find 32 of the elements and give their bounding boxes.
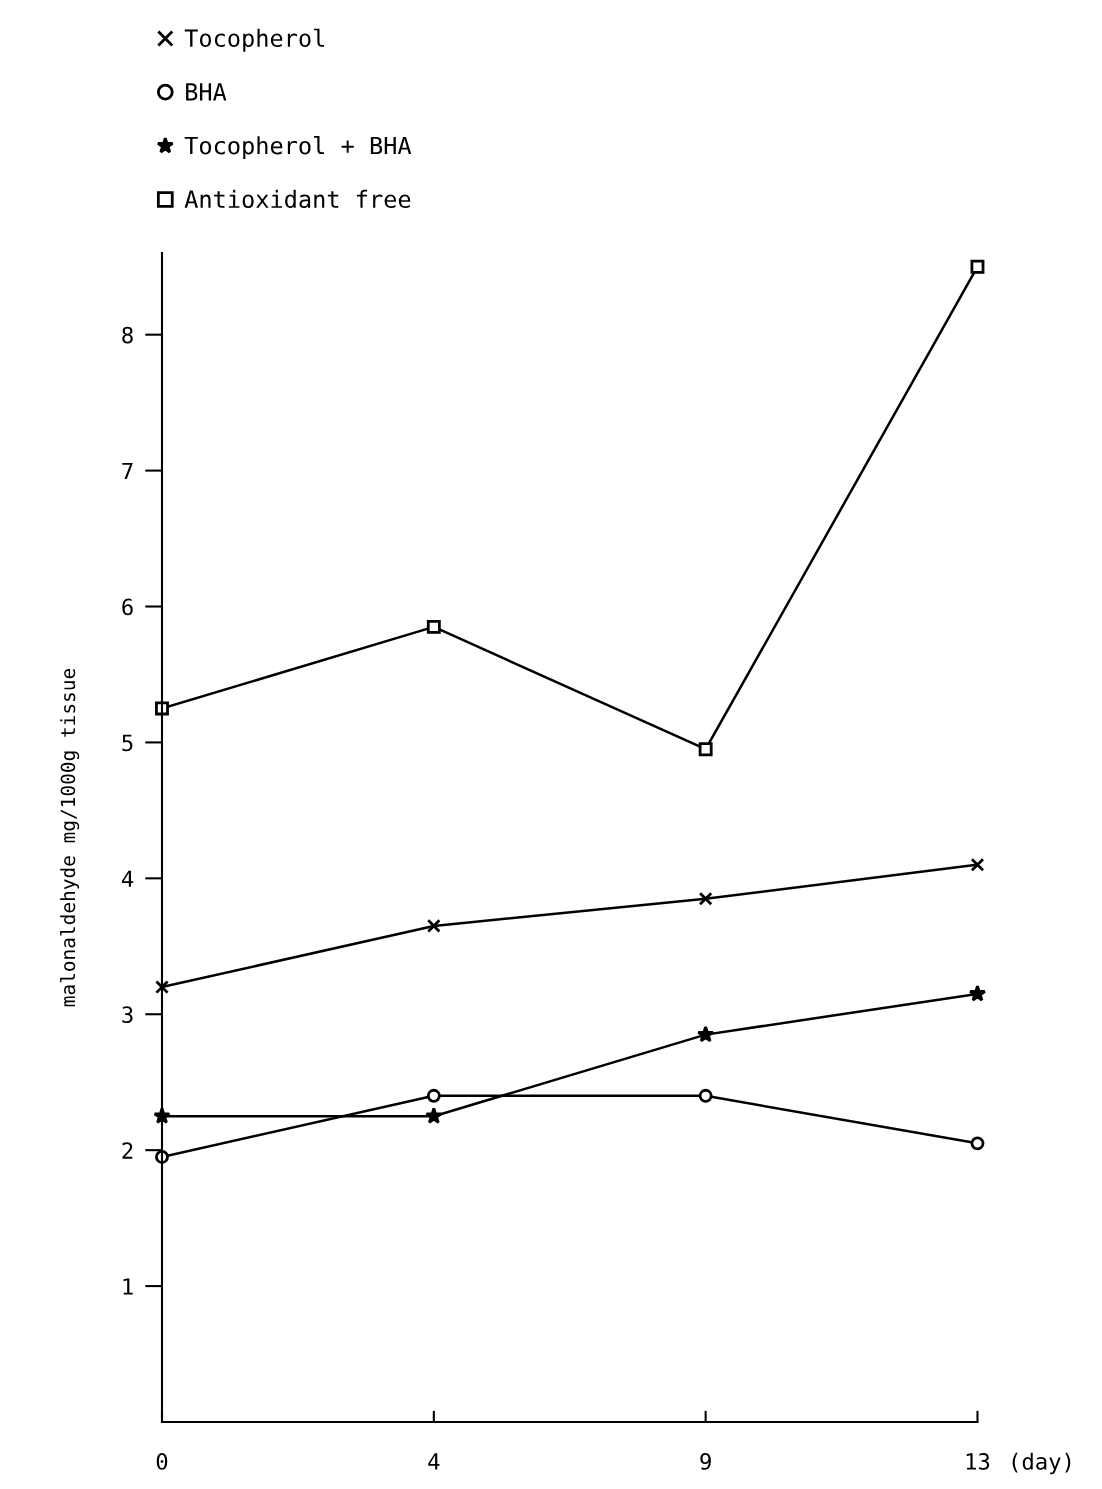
legend-label: Tocopherol [184,28,325,52]
point [155,980,169,995]
y-tick-label: 3 [122,1006,133,1024]
x-axis-title: (day) [1012,1452,1071,1475]
y-tick-label: 4 [121,870,134,887]
y-tick-label: 7 [122,462,133,480]
x-tick-label: 0 [156,1453,168,1470]
point [970,1136,985,1151]
point [696,1025,715,1043]
point [970,259,985,274]
point [968,984,987,1002]
y-tick-label: 6 [122,598,133,616]
y-tick-label: 2 [122,1142,133,1159]
y-tick-label: 8 [122,326,133,344]
point [698,891,713,906]
point [698,742,713,757]
y-tick-label: 5 [122,734,133,752]
point [426,918,441,933]
point [425,1107,443,1124]
point [970,857,985,872]
x-tick-label: 4 [428,1453,440,1470]
legend-label: Tocopherol + BHA [184,136,412,160]
y-tick-label: 1 [123,1278,133,1295]
legend-label: Antioxidant free [184,189,411,209]
x-tick-label: 9 [700,1453,711,1470]
legend-label: BHA [186,83,227,101]
x-tick-label: 13 [966,1453,990,1470]
y-axis-title: malonaldehyde mg/1000g tissue [60,668,80,1007]
point [426,619,441,634]
point [155,701,169,716]
point [698,1088,713,1103]
point [426,1088,441,1103]
